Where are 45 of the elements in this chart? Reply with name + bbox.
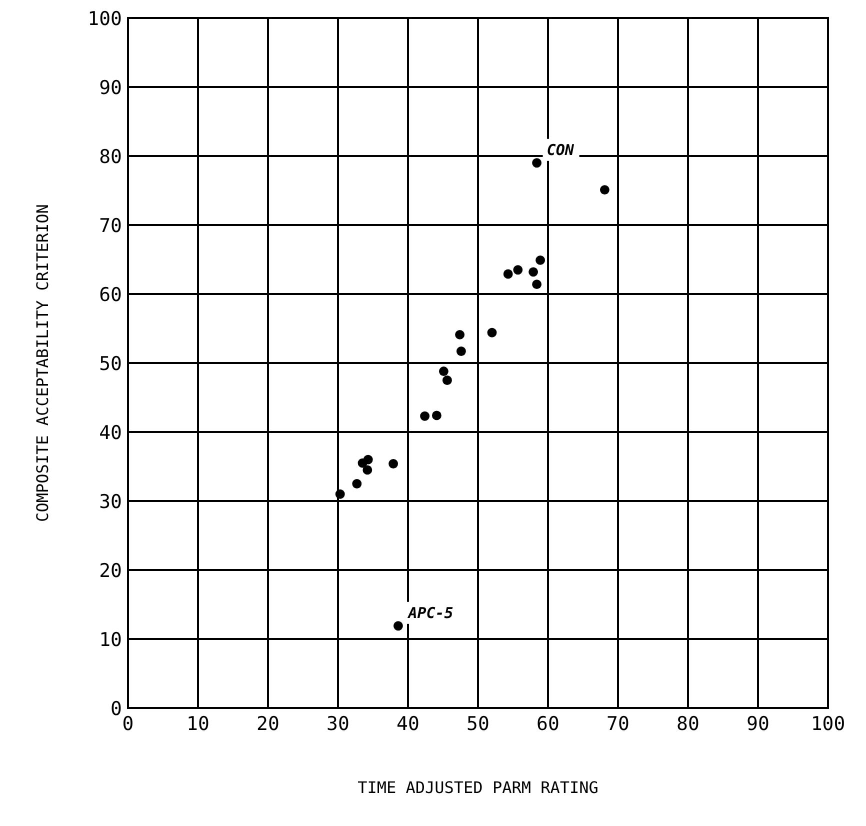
point bbox=[363, 454, 373, 464]
point bbox=[388, 459, 398, 468]
point bbox=[513, 265, 523, 275]
point bbox=[438, 366, 448, 376]
point bbox=[442, 376, 452, 385]
point bbox=[432, 410, 442, 420]
x-tick-label: 60 bbox=[536, 713, 560, 735]
y-tick-label: 40 bbox=[99, 422, 122, 444]
annotation: CON bbox=[546, 140, 575, 159]
point bbox=[536, 255, 546, 265]
y-tick-label: 10 bbox=[99, 629, 122, 651]
x-tick-label: 40 bbox=[396, 713, 420, 735]
point bbox=[420, 411, 430, 421]
point bbox=[532, 158, 542, 168]
y-tick-label: 60 bbox=[99, 284, 122, 306]
y-tick-label: 70 bbox=[99, 215, 122, 237]
point bbox=[528, 267, 538, 277]
x-tick-label: 50 bbox=[466, 713, 490, 735]
point bbox=[456, 346, 466, 356]
point bbox=[352, 479, 362, 488]
point bbox=[532, 280, 542, 290]
y-tick-label: 100 bbox=[88, 8, 122, 30]
point bbox=[487, 328, 497, 338]
point bbox=[362, 465, 372, 475]
y-tick-label: 80 bbox=[99, 146, 122, 168]
x-tick-label: 10 bbox=[186, 713, 210, 735]
y-axis-title: COMPOSITE ACCEPTABILITY CRITERION bbox=[33, 204, 52, 522]
x-tick-label: 100 bbox=[810, 713, 846, 735]
y-tick-label: 50 bbox=[99, 353, 122, 375]
point bbox=[335, 489, 345, 499]
point bbox=[503, 269, 513, 279]
y-tick-label: 90 bbox=[99, 77, 122, 99]
point bbox=[600, 185, 610, 195]
x-axis-title: TIME ADJUSTED PARM RATING bbox=[358, 778, 598, 797]
x-tick-label: 90 bbox=[746, 713, 770, 735]
x-tick-label: 70 bbox=[606, 713, 630, 735]
x-tick-label: 20 bbox=[256, 713, 280, 735]
y-tick-label: 0 bbox=[110, 698, 122, 720]
y-tick-label: 30 bbox=[99, 491, 122, 513]
y-tick-label: 20 bbox=[99, 560, 122, 582]
point bbox=[455, 330, 465, 340]
point bbox=[393, 621, 403, 631]
annotation: APC-5 bbox=[407, 604, 454, 622]
x-tick-label: 80 bbox=[676, 713, 700, 735]
x-tick-label: 30 bbox=[326, 713, 350, 735]
